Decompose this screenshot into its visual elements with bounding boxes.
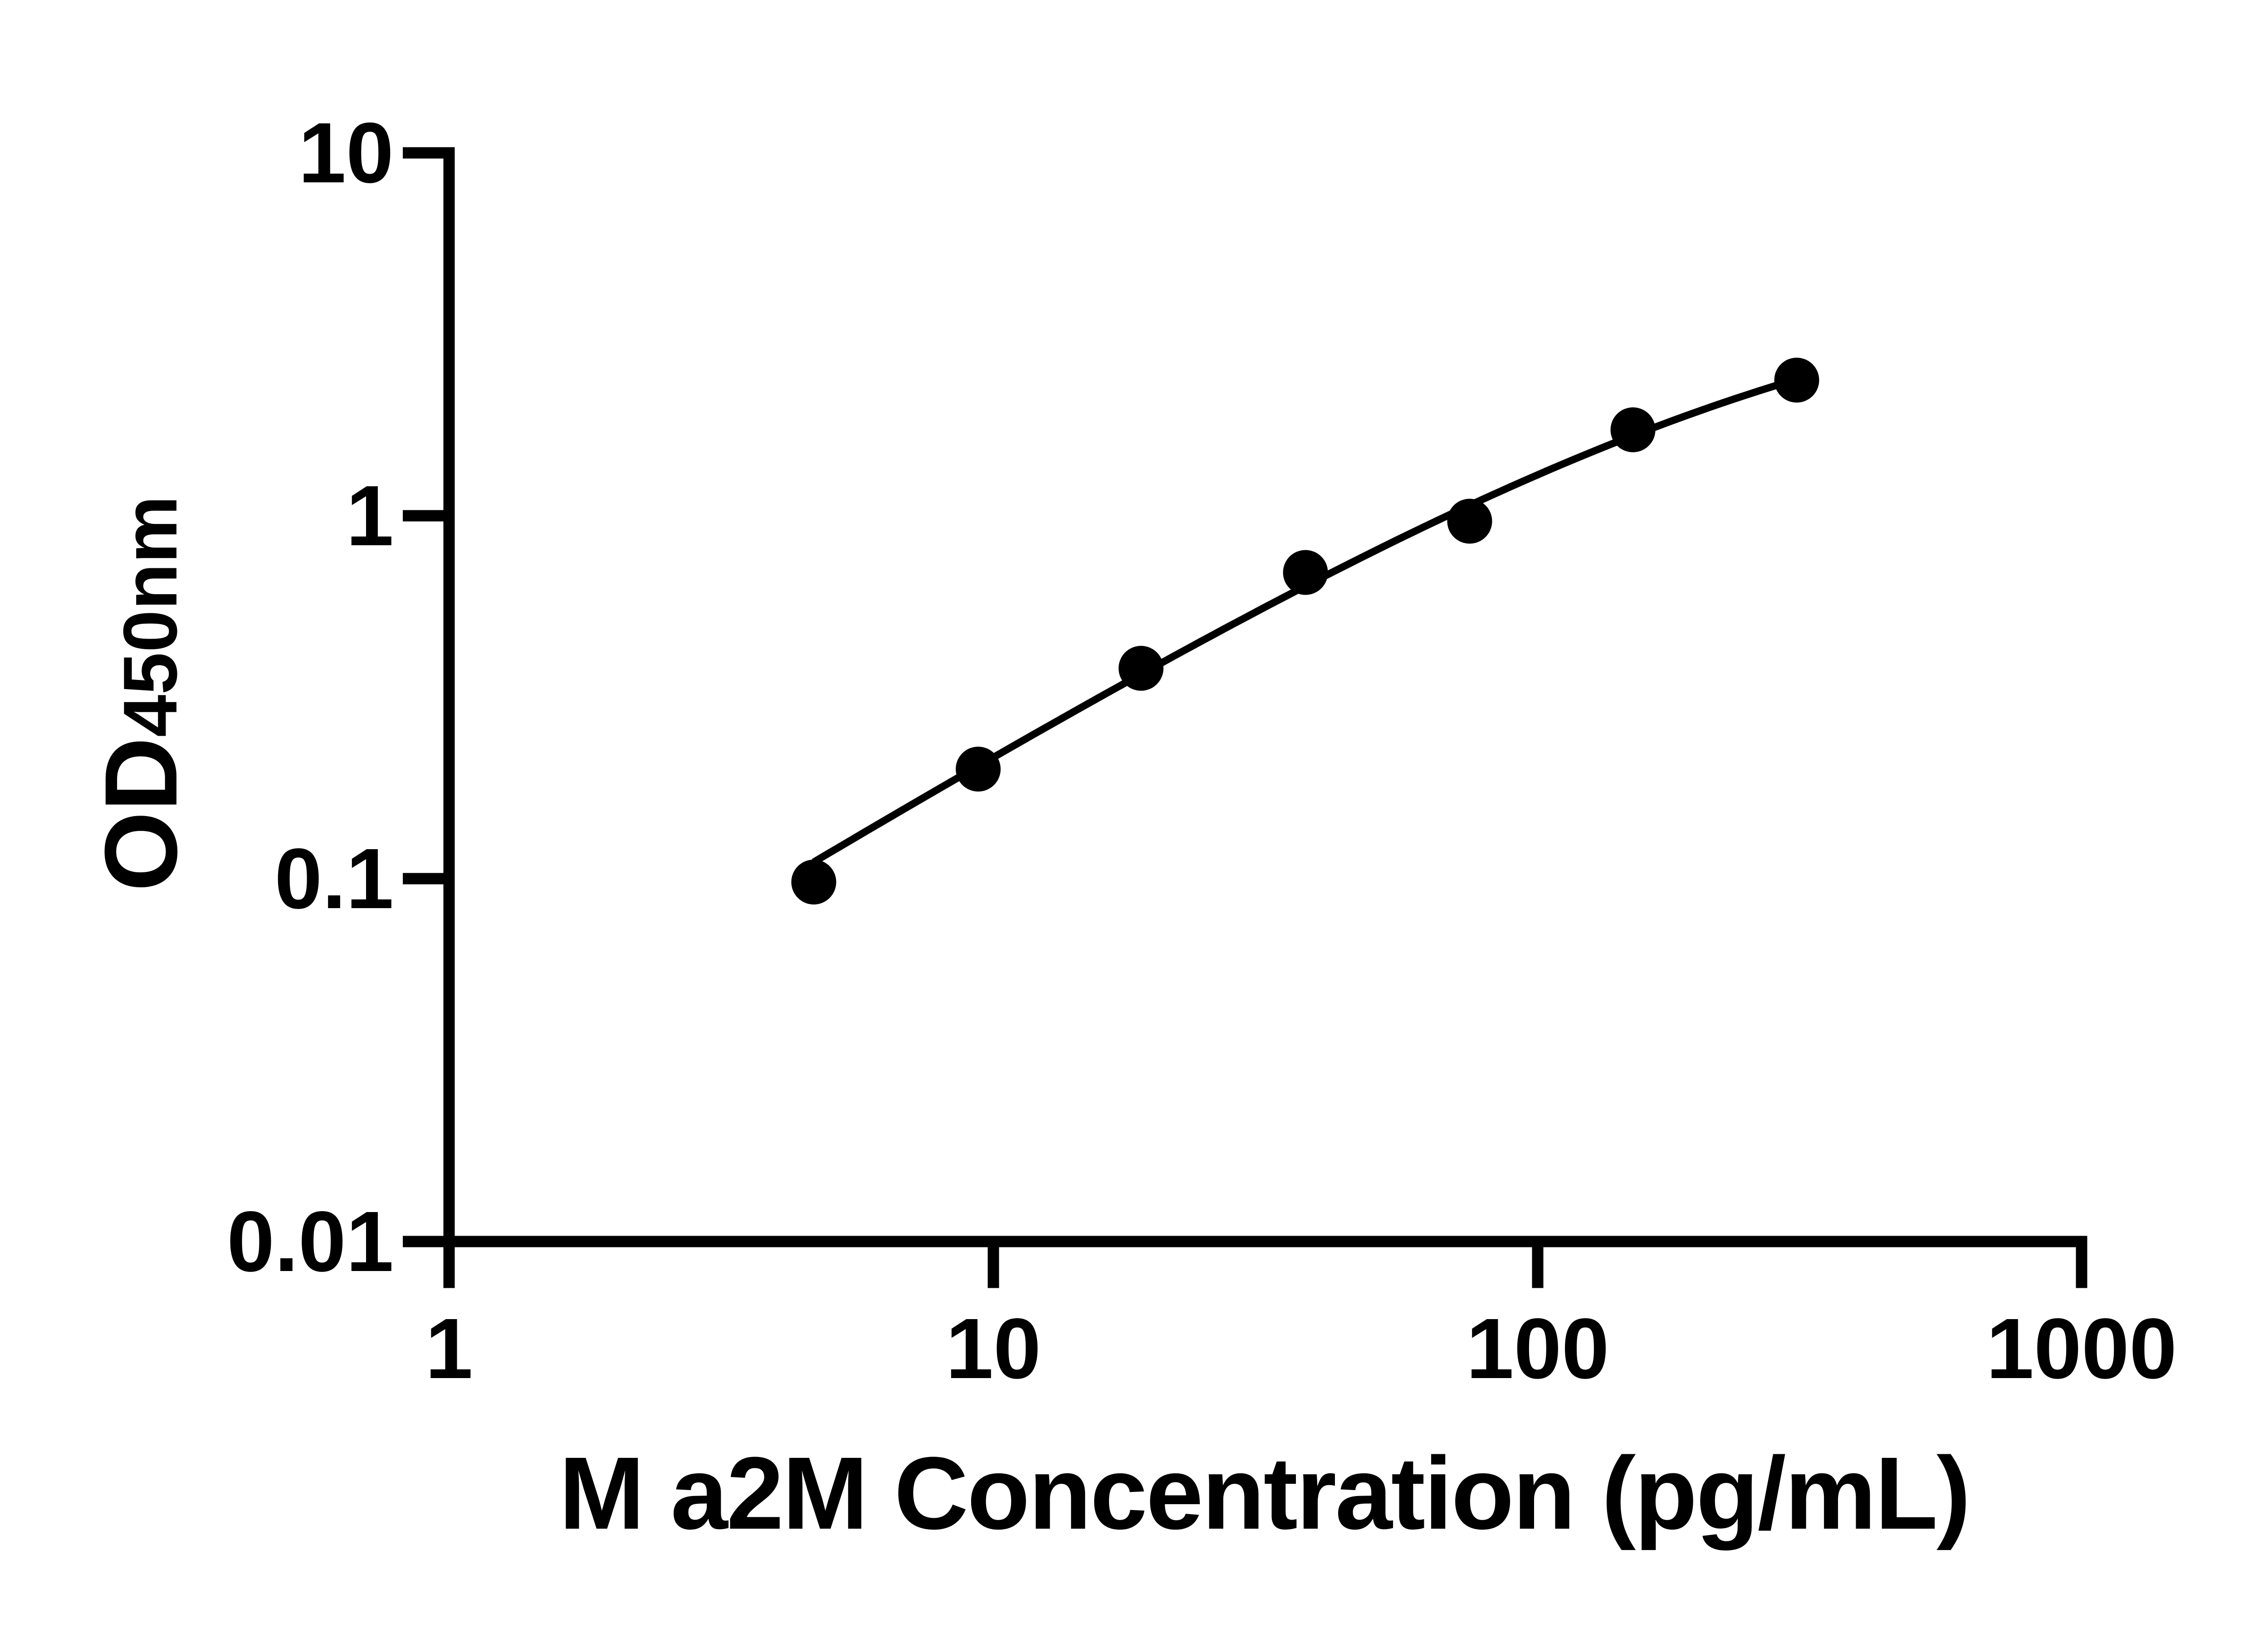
svg-text:100: 100 <box>1466 1301 1609 1397</box>
svg-text:0.1: 0.1 <box>274 831 394 927</box>
svg-text:10: 10 <box>946 1301 1041 1397</box>
svg-text:M a2M Concentration (pg/mL): M a2M Concentration (pg/mL) <box>559 1436 1970 1551</box>
svg-text:0.01: 0.01 <box>227 1194 394 1290</box>
svg-text:1: 1 <box>346 468 394 564</box>
svg-text:1000: 1000 <box>1986 1301 2177 1397</box>
svg-text:10: 10 <box>298 105 394 201</box>
svg-text:OD450nm: OD450nm <box>84 496 199 892</box>
svg-text:1: 1 <box>425 1301 473 1397</box>
